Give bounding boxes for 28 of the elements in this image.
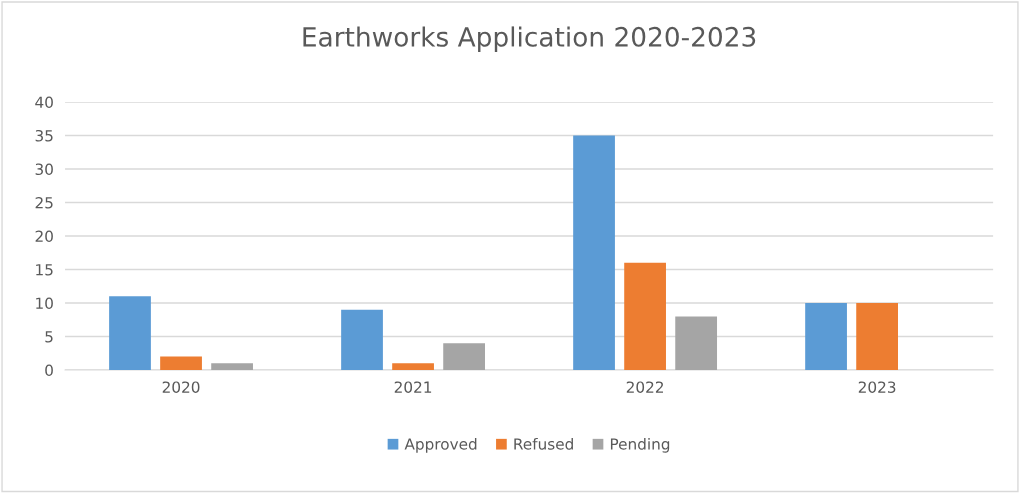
y-tick-label: 0 <box>45 364 53 377</box>
x-tick-label: 2022 <box>626 381 663 393</box>
bar <box>856 303 898 370</box>
y-tick-label: 20 <box>35 230 53 243</box>
bar <box>160 356 202 370</box>
legend-label: Pending <box>610 437 670 453</box>
legend-label: Refused <box>514 437 573 450</box>
x-tick-label: 2020 <box>162 381 200 393</box>
bar <box>624 262 666 370</box>
bar <box>341 309 383 370</box>
y-tick-label: 35 <box>35 129 53 142</box>
y-tick-label: 40 <box>35 96 53 109</box>
legend-label: Approved <box>404 437 477 453</box>
bar <box>392 363 434 370</box>
bar <box>443 343 485 370</box>
x-tick-label: 2023 <box>858 381 896 393</box>
y-tick-label: 25 <box>35 196 53 209</box>
y-tick-label: 10 <box>36 297 53 310</box>
y-tick-label: 15 <box>36 264 53 276</box>
bar <box>109 296 151 370</box>
bar <box>805 303 847 370</box>
chart-title: Earthworks Application 2020-2023 <box>303 26 756 52</box>
bar <box>573 135 615 370</box>
y-tick-label: 30 <box>35 163 53 176</box>
x-tick-label: 2021 <box>394 381 432 393</box>
bar <box>675 316 718 370</box>
bar <box>211 363 253 370</box>
y-tick-label: 5 <box>45 331 53 343</box>
